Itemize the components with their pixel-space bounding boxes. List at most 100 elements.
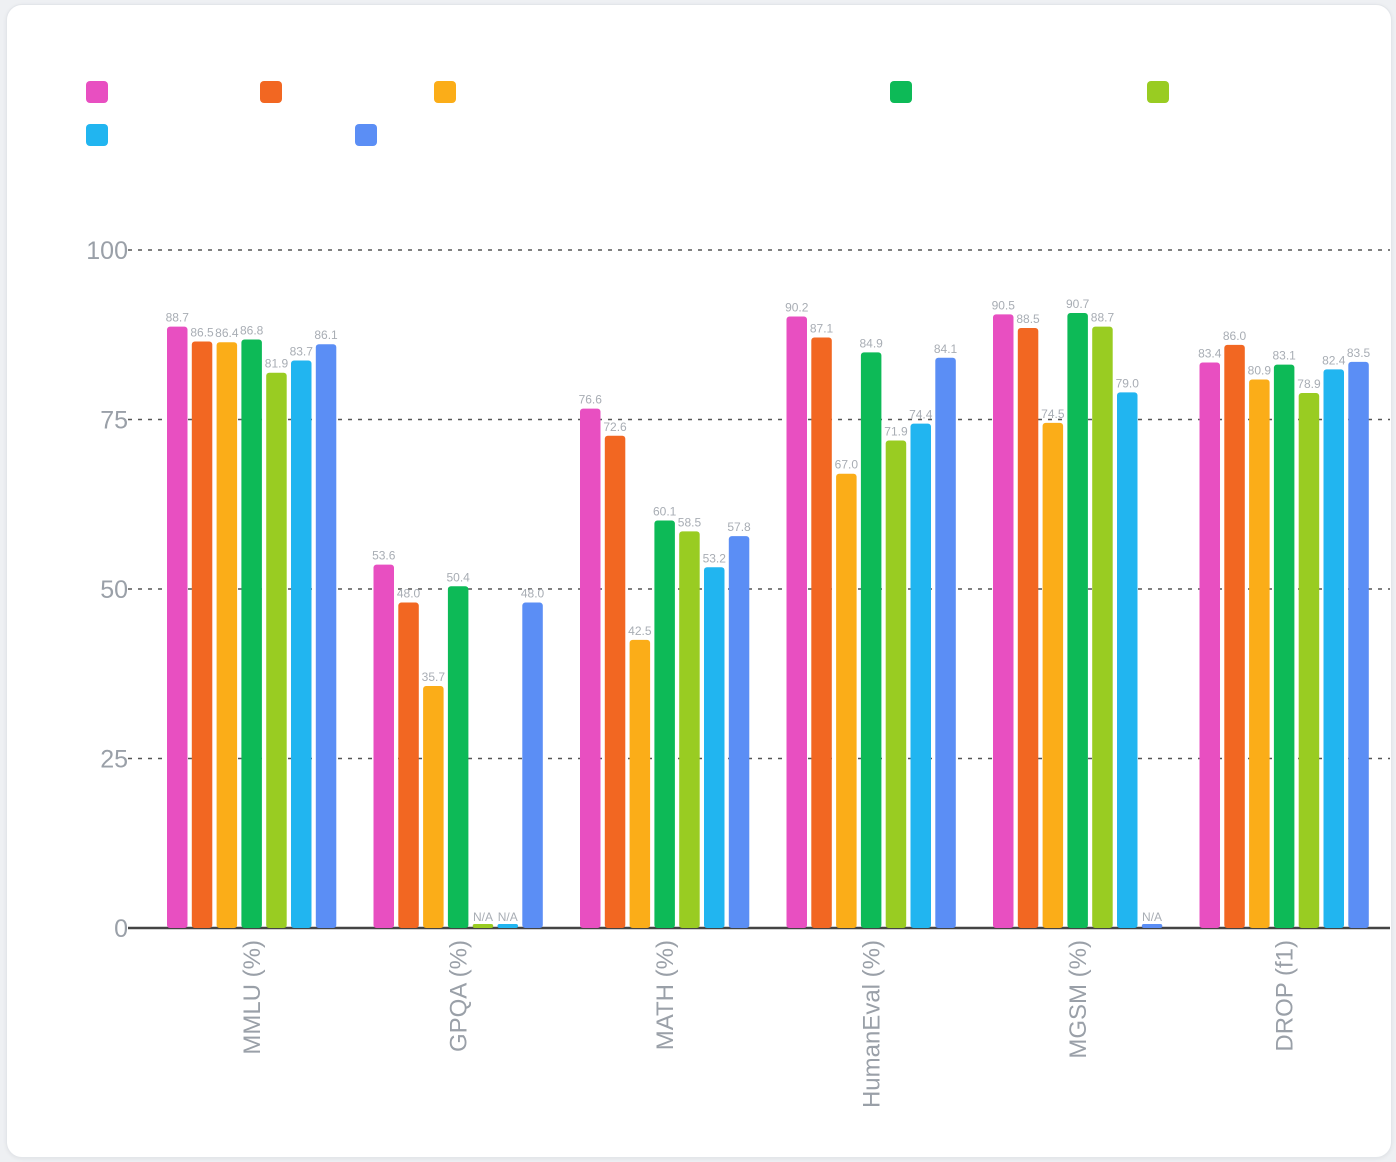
bar-value-label: 60.1 [653,505,677,519]
bar-value-label: 86.4 [215,326,239,340]
bar [836,473,857,928]
bar-value-label: 84.1 [934,342,958,356]
bar [1141,924,1163,928]
bar [1092,326,1113,928]
bar [704,567,725,928]
bar [629,639,651,928]
bar-value-label: 58.5 [678,515,702,529]
bar-value-label: 83.7 [290,345,314,359]
bar-value-label: 86.8 [240,323,264,337]
bar [472,924,494,928]
bar-value-label: 83.4 [1198,347,1222,361]
bar [315,344,337,928]
bar [1224,344,1245,928]
x-category-label: MGSM (%) [1065,940,1092,1059]
x-category-label: HumanEval (%) [858,940,885,1108]
x-category-label: MMLU (%) [239,940,266,1055]
legend-swatch [890,81,912,103]
bar [1067,313,1088,929]
bar [860,352,882,928]
bar-value-label: 88.7 [1091,311,1115,325]
bar [935,357,956,928]
bar-value-label: 82.4 [1322,353,1346,367]
bar-value-label: 84.9 [859,336,883,350]
bar [993,314,1014,928]
bar-value-label: 57.8 [727,520,751,534]
bar-value-label: 48.0 [397,587,421,601]
bar-value-label: 87.1 [810,321,834,335]
bar-value-label: 83.5 [1347,346,1371,360]
bar [811,337,832,928]
bar [580,408,601,929]
bar-value-label: 53.2 [703,551,727,565]
bar [910,423,931,928]
bar-value-label: N/A [473,910,493,924]
legend-item[interactable] [86,124,108,146]
bar-value-label: 86.5 [190,326,214,340]
y-tick-label: 0 [114,915,128,943]
bar [1199,362,1220,929]
bar-value-label: 90.2 [785,300,809,314]
y-tick-label: 25 [100,746,128,774]
bar [1017,327,1039,929]
bar [191,341,213,928]
bar [522,602,543,928]
legend-swatch [86,81,108,103]
legend-item[interactable] [355,124,377,146]
bar [373,564,394,928]
bar-value-label: 86.1 [314,328,338,342]
bar-value-label: 71.9 [884,425,908,439]
chart-legend [0,0,1396,180]
bar-value-label: 88.7 [166,311,190,325]
bar-value-label: 90.7 [1066,297,1090,311]
bar [654,520,675,928]
bar [1348,361,1369,928]
bar [423,685,444,928]
bar [604,435,626,928]
bar-value-label: 86.0 [1223,329,1247,343]
bar-value-label: N/A [498,910,518,924]
bar-value-label: 74.5 [1041,407,1065,421]
bar-value-label: 83.1 [1272,349,1296,363]
bar [291,360,312,928]
bar [167,326,188,928]
x-category-label: GPQA (%) [445,940,472,1052]
legend-item[interactable] [1147,81,1169,103]
bar-value-label: 74.4 [909,408,933,422]
y-tick-label: 100 [86,237,128,265]
bar-value-label: 35.7 [422,670,446,684]
bar [497,924,518,928]
legend-swatch [355,124,377,146]
legend-item[interactable] [260,81,282,103]
bar-value-label: 50.4 [446,570,470,584]
x-category-label: DROP (f1) [1271,940,1298,1052]
legend-item[interactable] [86,81,108,103]
bar-value-label: 42.5 [628,624,652,638]
bar-value-label: 80.9 [1248,363,1272,377]
legend-item[interactable] [890,81,912,103]
x-category-label: MATH (%) [652,940,679,1050]
bar [1298,393,1320,929]
bar [1117,392,1138,928]
bar-value-label: 72.6 [603,420,627,434]
bar-value-label: 90.5 [992,298,1016,312]
bar-value-label: 78.9 [1297,377,1321,391]
bar-value-label: N/A [1142,910,1162,924]
y-tick-label: 50 [100,576,128,604]
bar-value-label: 79.0 [1116,376,1140,390]
bar [885,440,907,928]
legend-swatch [260,81,282,103]
bar [1042,422,1064,928]
bar-value-label: 53.6 [372,549,396,563]
legend-swatch [86,124,108,146]
bar [1323,369,1344,928]
bar [241,339,262,929]
bar [1249,379,1270,928]
bar [679,531,700,928]
legend-item[interactable] [434,81,456,103]
bar [447,586,469,928]
y-tick-label: 75 [100,407,128,435]
bar-value-label: 48.0 [521,587,545,601]
bar-value-label: 67.0 [835,458,859,472]
